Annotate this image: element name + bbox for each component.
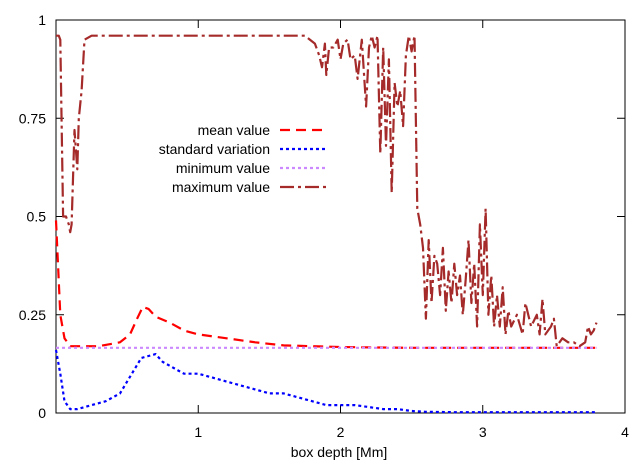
y-tick-label: 0.75: [19, 110, 46, 126]
plot-frame: [55, 19, 626, 414]
y-tick-label: 1: [38, 12, 46, 28]
x-tick-label: 1: [194, 424, 202, 440]
legend-label: standard variation: [159, 141, 270, 157]
plot-border: [55, 19, 626, 414]
series-line-standard-variation: [54, 349, 597, 414]
x-tick-label: 4: [621, 424, 629, 440]
legend-label: maximum value: [172, 179, 270, 195]
y-tick-label: 0.5: [27, 209, 47, 225]
legend-label: mean value: [198, 122, 271, 138]
legend: mean value standard variation minimum valu…: [159, 122, 327, 195]
axis-ticks: 1 2 3 4 0 0.25 0.5 0.75 1: [19, 12, 629, 440]
series-line-maximum-value: [56, 34, 598, 348]
x-tick-label: 2: [337, 424, 345, 440]
series-line-mean-value: [54, 220, 597, 349]
series-lines: [54, 34, 598, 414]
legend-label: minimum value: [176, 160, 270, 176]
y-tick-label: 0.25: [19, 307, 46, 323]
y-tick-label: 0: [38, 405, 46, 421]
x-axis-title: box depth [Mm]: [291, 444, 388, 460]
x-tick-label: 3: [479, 424, 487, 440]
